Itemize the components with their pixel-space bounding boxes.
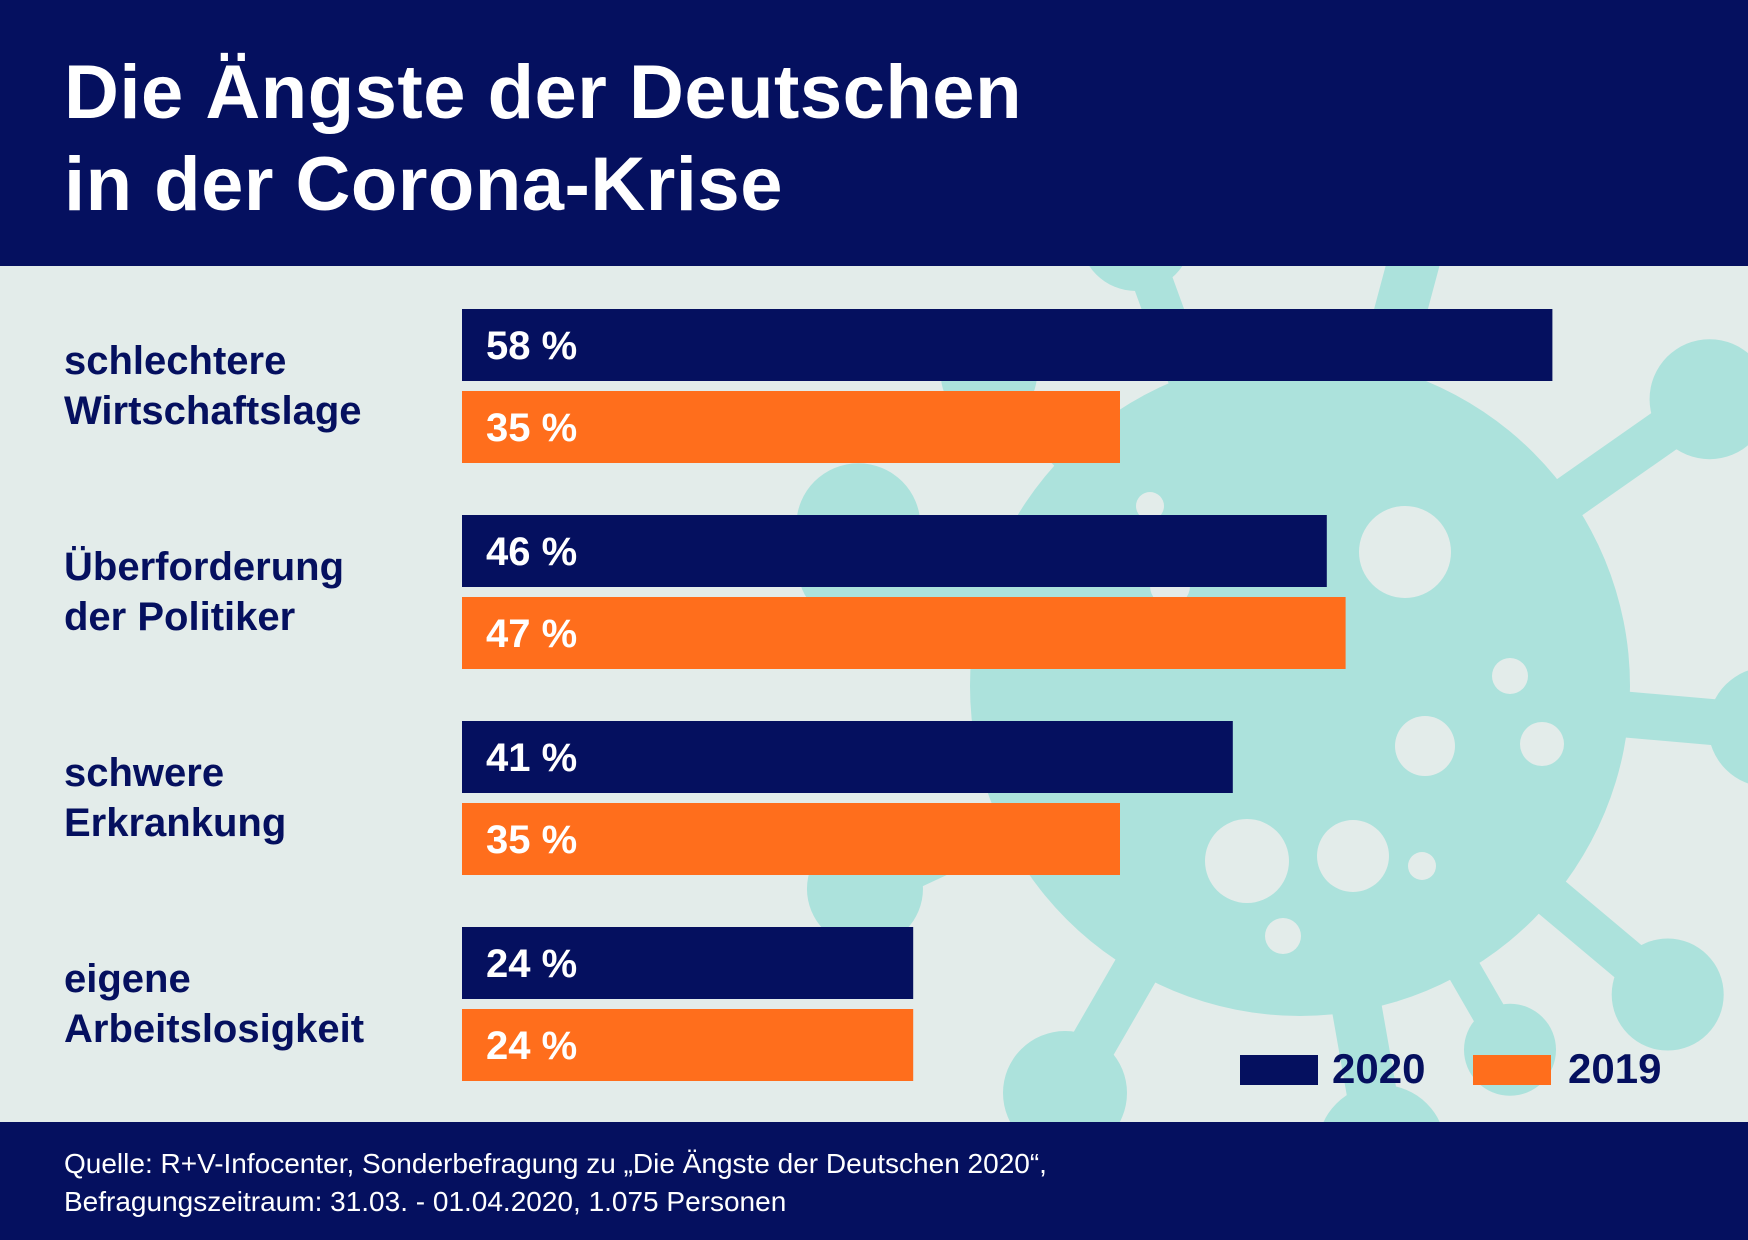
category-label: schwere Erkrankung <box>64 748 464 848</box>
legend-swatch-2019 <box>1473 1055 1551 1085</box>
category-label-line: eigene <box>64 957 191 1001</box>
bar-2019-2 <box>462 597 1346 669</box>
category-label-line: Erkrankung <box>64 801 287 845</box>
legend-label-2019: 2019 <box>1568 1045 1662 1092</box>
bar-2019-3 <box>462 803 1120 875</box>
bar-value-label: 47 % <box>486 612 577 656</box>
bar-2020-3 <box>462 721 1233 793</box>
chart-title-line-1: Die Ängste der Deutschen <box>64 50 1022 135</box>
chart-legend: 2020 2019 <box>1240 1044 1700 1094</box>
source-line-1: Quelle: R+V-Infocenter, Sonderbefragung … <box>64 1148 1047 1179</box>
category-label-line: Arbeitslosigkeit <box>64 1007 365 1051</box>
legend-label-2020: 2020 <box>1332 1045 1426 1092</box>
bar-value-label: 58 % <box>486 324 577 368</box>
category-label: schlechtere Wirtschaftslage <box>64 336 464 436</box>
category-label-line: Überforderung <box>64 545 344 589</box>
category-label-line: der Politiker <box>64 595 296 639</box>
chart-title-line-2: in der Corona-Krise <box>64 142 783 227</box>
bar-2020-1 <box>462 309 1553 381</box>
source-line-2: Befragungszeitraum: 31.03. - 01.04.2020,… <box>64 1186 787 1217</box>
bar-value-label: 35 % <box>486 818 577 862</box>
bar-2019-4 <box>462 1009 914 1081</box>
category-label-line: schlechtere <box>64 339 287 383</box>
bar-value-label: 24 % <box>486 942 577 986</box>
bar-2019-1 <box>462 391 1120 463</box>
bar-value-label: 41 % <box>486 736 577 780</box>
bar-2020-2 <box>462 515 1327 587</box>
category-label-line: Wirtschaftslage <box>64 389 362 433</box>
bar-2020-4 <box>462 927 914 999</box>
footer-banner <box>0 1122 1748 1240</box>
bar-value-label: 24 % <box>486 1024 577 1068</box>
bar-value-label: 35 % <box>486 406 577 450</box>
category-label-line: schwere <box>64 751 225 795</box>
legend-swatch-2020 <box>1240 1055 1318 1085</box>
category-label: Überforderung der Politiker <box>64 542 464 642</box>
bar-value-label: 46 % <box>486 530 577 574</box>
header-banner: Die Ängste der Deutschen in der Corona-K… <box>0 0 1748 266</box>
category-label: eigene Arbeitslosigkeit <box>64 954 464 1054</box>
